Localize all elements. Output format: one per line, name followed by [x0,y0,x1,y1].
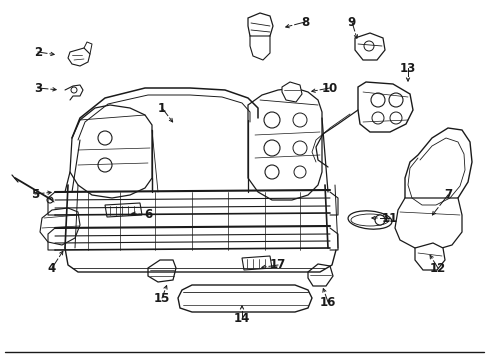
Polygon shape [307,264,332,286]
Polygon shape [282,82,302,102]
Circle shape [98,158,112,172]
Text: 14: 14 [233,311,250,324]
Circle shape [363,41,373,51]
Polygon shape [178,285,311,312]
Circle shape [374,215,384,225]
Text: 13: 13 [399,62,415,75]
Text: 6: 6 [143,208,152,221]
Circle shape [292,141,306,155]
Circle shape [71,87,77,93]
Polygon shape [394,198,461,250]
Text: 16: 16 [319,296,336,309]
Text: 2: 2 [34,45,42,58]
Text: 15: 15 [154,292,170,305]
Text: 8: 8 [300,15,308,28]
Text: 5: 5 [31,188,39,201]
Circle shape [389,112,401,124]
Circle shape [264,112,280,128]
Polygon shape [70,105,152,198]
Text: 9: 9 [347,15,355,28]
Polygon shape [40,208,80,245]
Polygon shape [404,128,471,215]
Polygon shape [247,13,272,40]
Polygon shape [105,203,142,217]
Polygon shape [357,82,412,132]
Circle shape [264,140,280,156]
Circle shape [370,93,384,107]
Ellipse shape [347,211,391,229]
Circle shape [47,197,53,203]
Polygon shape [68,48,90,66]
Polygon shape [242,256,271,270]
Polygon shape [247,88,321,200]
Circle shape [98,131,112,145]
Text: 10: 10 [321,81,337,94]
Circle shape [293,166,305,178]
Circle shape [371,112,383,124]
Circle shape [388,93,402,107]
Text: 12: 12 [429,261,445,274]
Polygon shape [354,33,384,60]
Polygon shape [249,36,269,60]
Text: 17: 17 [269,258,285,271]
Text: 11: 11 [381,211,397,225]
Text: 3: 3 [34,81,42,94]
Polygon shape [414,243,444,270]
Circle shape [264,165,279,179]
Text: 4: 4 [48,261,56,274]
Ellipse shape [350,214,388,226]
Polygon shape [148,260,176,282]
Text: 1: 1 [158,102,166,114]
Circle shape [292,113,306,127]
Text: 7: 7 [443,189,451,202]
